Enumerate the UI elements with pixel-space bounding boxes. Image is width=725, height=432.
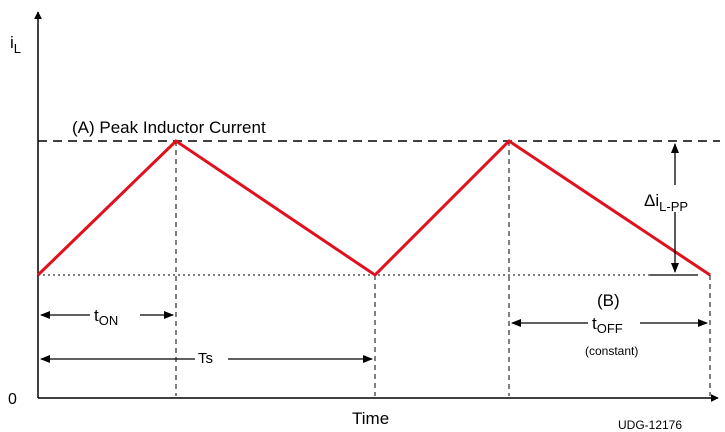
ts-label: Ts [198, 350, 213, 367]
t-on-label: tON [94, 306, 118, 328]
t-off-label: tOFF [592, 314, 623, 336]
figure-id: UDG-12176 [618, 418, 682, 432]
delta-il-pp-label: ΔiL-PP [644, 191, 688, 214]
b-label: (B) [597, 291, 620, 310]
origin-label: 0 [8, 391, 17, 408]
y-axis-label: iL [10, 33, 21, 56]
peak-inductor-current-label: (A) Peak Inductor Current [72, 118, 266, 137]
inductor-current-waveform [36, 139, 711, 277]
constant-label: (constant) [585, 344, 638, 358]
x-axis-label: Time [352, 409, 389, 428]
